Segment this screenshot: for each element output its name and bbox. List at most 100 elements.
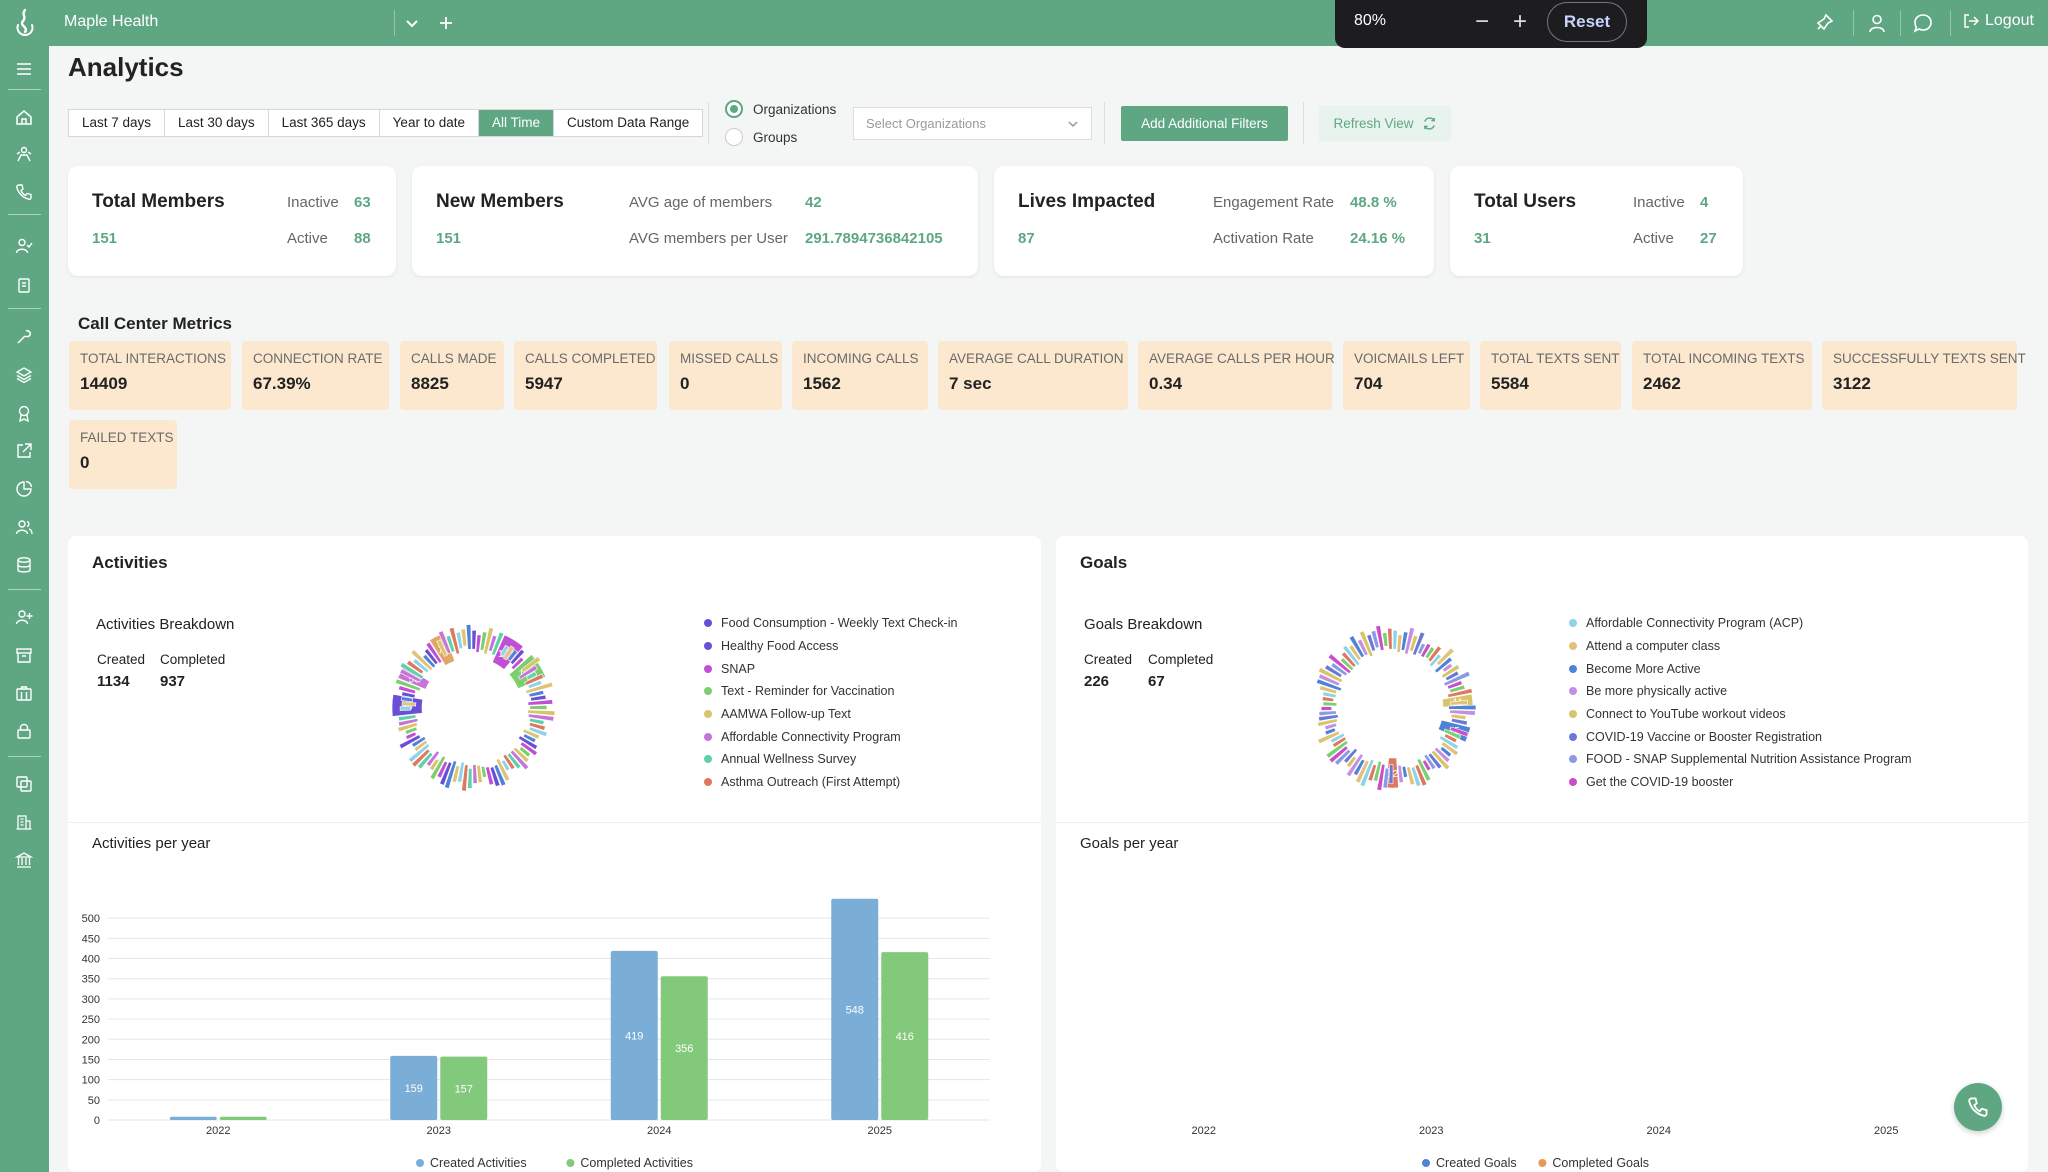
donut-slice <box>412 658 430 674</box>
goals-panel <box>1056 536 2028 1172</box>
legend-item[interactable]: Text - Reminder for Vaccination <box>704 680 1024 703</box>
donut-slice <box>1332 736 1347 748</box>
legend-item[interactable]: Connect to YouTube workout videos <box>1569 703 1999 726</box>
radio-organizations-label: Organizations <box>753 101 837 117</box>
legend-item[interactable]: Healthy Food Access <box>704 635 1024 658</box>
legend-item[interactable]: Attend a computer class <box>1569 635 1999 658</box>
add-user-icon[interactable] <box>13 606 35 628</box>
range-last-365-days[interactable]: Last 365 days <box>269 110 380 136</box>
range-last-30-days[interactable]: Last 30 days <box>165 110 269 136</box>
card-value: 31 <box>1474 230 1491 247</box>
legend-item[interactable]: Annual Wellness Survey <box>704 748 1024 771</box>
add-filters-button[interactable]: Add Additional Filters <box>1121 106 1288 141</box>
tools-icon[interactable] <box>13 326 35 348</box>
donut-slice <box>423 648 439 666</box>
metric-label: SUCCESSFULLY TEXTS SENT <box>1833 351 2026 366</box>
lock-icon[interactable] <box>13 720 35 742</box>
legend-swatch <box>1569 619 1577 628</box>
layers-icon[interactable] <box>13 364 35 386</box>
donut-slice <box>1366 633 1376 652</box>
donut-slice <box>485 766 495 786</box>
donut-slice <box>499 644 510 657</box>
donut-slice <box>1376 763 1386 791</box>
range-year-to-date[interactable]: Year to date <box>380 110 479 136</box>
donut-slice <box>495 758 511 782</box>
donut-slice <box>397 722 418 733</box>
briefcase-icon[interactable] <box>13 682 35 704</box>
donut-slice <box>1396 634 1403 653</box>
radio-dot[interactable] <box>725 128 743 146</box>
copy-icon[interactable] <box>13 773 35 795</box>
call-fab-button[interactable] <box>1954 1083 2002 1131</box>
legend-swatch <box>1569 664 1577 673</box>
legend-item[interactable]: Become More Active <box>1569 657 1999 680</box>
card-lives-impacted: Lives Impacted 87 Engagement Rate 48.8 %… <box>994 166 1434 276</box>
external-link-icon[interactable] <box>13 440 35 462</box>
range-all-time[interactable]: All Time <box>478 110 554 136</box>
legend-item[interactable]: Food Consumption - Weekly Text Check-in <box>704 612 1024 635</box>
donut-slice <box>1421 759 1432 772</box>
legend-item[interactable]: FOOD - SNAP Supplemental Nutrition Assis… <box>1569 748 1999 771</box>
zoom-reset-button[interactable]: Reset <box>1547 2 1627 42</box>
chat-icon[interactable] <box>1911 11 1935 35</box>
legend-item[interactable]: Asthma Outreach (First Attempt) <box>704 771 1024 794</box>
menu-icon[interactable] <box>13 58 35 80</box>
donut-slice <box>398 734 422 750</box>
user-check-icon[interactable] <box>13 235 35 257</box>
legend-item[interactable]: Affordable Connectivity Program <box>704 725 1024 748</box>
range-last-7-days[interactable]: Last 7 days <box>69 110 166 136</box>
legend-item[interactable]: Affordable Connectivity Program (ACP) <box>1569 612 1999 635</box>
database-icon[interactable] <box>13 554 35 576</box>
card-value: 87 <box>1018 230 1035 247</box>
top-bar: Maple Health 80% − + Reset Logout <box>0 0 2048 48</box>
user-icon[interactable] <box>1865 11 1889 35</box>
refresh-view-button[interactable]: Refresh View <box>1319 106 1451 141</box>
building-icon[interactable] <box>13 811 35 833</box>
legend-item[interactable]: Be more physically active <box>1569 680 1999 703</box>
donut-slice <box>475 634 482 653</box>
logout-button[interactable]: Logout <box>1963 12 2034 30</box>
donut-slice <box>416 751 434 770</box>
legend-item[interactable]: COVID-19 Vaccine or Booster Registration <box>1569 725 1999 748</box>
donut-slice <box>1417 642 1426 655</box>
metric-tile: CALLS MADE 8825 <box>400 341 504 410</box>
bar <box>390 1055 438 1120</box>
donut-slice <box>1367 763 1377 782</box>
legend-swatch <box>1422 1159 1430 1167</box>
phone-icon[interactable] <box>13 181 35 203</box>
donut-slice <box>1334 748 1352 766</box>
archive-icon[interactable] <box>13 644 35 666</box>
completed-label: Completed <box>160 652 226 667</box>
analytics-icon[interactable] <box>13 478 35 500</box>
radio-dot[interactable] <box>725 100 743 118</box>
metric-value: 0 <box>80 453 90 472</box>
donut-slice <box>1324 664 1343 679</box>
legend-item[interactable]: AAMWA Follow-up Text <box>704 703 1024 726</box>
donut-slice <box>480 765 487 778</box>
team-icon[interactable] <box>13 143 35 165</box>
donut-slice <box>398 714 417 722</box>
home-icon[interactable] <box>13 106 35 128</box>
range-custom[interactable]: Custom Data Range <box>567 115 690 130</box>
radio-organizations[interactable]: Organizations <box>725 100 836 118</box>
award-icon[interactable] <box>13 402 35 424</box>
zoom-in-button[interactable]: + <box>1512 8 1527 35</box>
inactive-label: Inactive <box>287 194 339 211</box>
institution-icon[interactable] <box>13 849 35 871</box>
legend-item[interactable]: SNAP <box>704 657 1024 680</box>
donut-slice <box>527 679 543 689</box>
legend-item[interactable]: Get the COVID-19 booster <box>1569 771 1999 794</box>
divider <box>1056 822 2028 823</box>
radio-groups[interactable]: Groups <box>725 128 797 146</box>
zoom-out-button[interactable]: − <box>1474 8 1489 35</box>
users-icon[interactable] <box>13 516 35 538</box>
add-tab-icon[interactable] <box>434 11 458 35</box>
organization-select[interactable]: Select Organizations <box>853 107 1092 140</box>
chevron-down-icon[interactable] <box>400 11 424 35</box>
metric-label: CALLS COMPLETED <box>525 351 656 366</box>
donut-slice <box>400 696 414 703</box>
pin-icon[interactable] <box>1812 11 1836 35</box>
clipboard-icon[interactable] <box>13 274 35 296</box>
donut-slice <box>1330 662 1348 677</box>
legend-label: Connect to YouTube workout videos <box>1586 707 1786 722</box>
